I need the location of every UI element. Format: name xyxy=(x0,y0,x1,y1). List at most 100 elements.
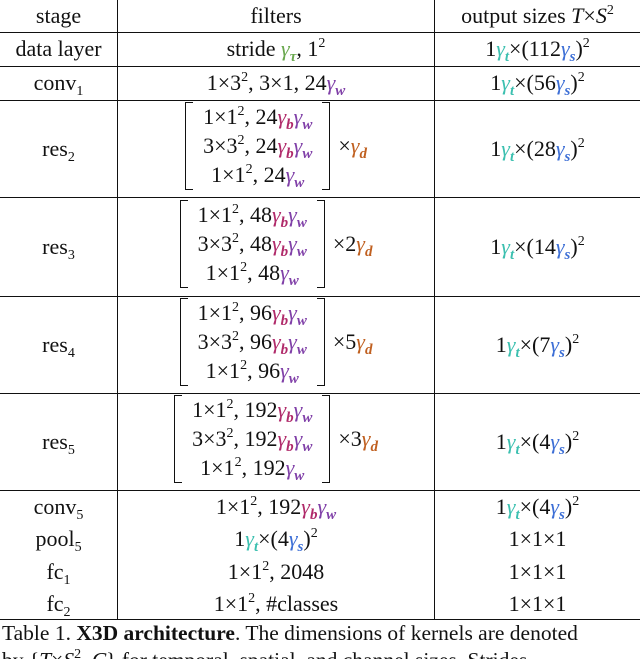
text-run: 1 xyxy=(490,135,502,161)
symbol-subscript: b xyxy=(280,215,289,232)
text-run: ×(4 xyxy=(519,493,551,519)
text-run: 2 xyxy=(74,647,82,659)
output-cell: 1γt×(4γs)2 xyxy=(435,490,640,523)
text-run: 2 xyxy=(572,428,580,444)
residual-block: 1×12, 48γbγw 3×32, 48γbγw 1×12, 48γw ×2γd xyxy=(179,199,373,289)
output-cell: 1γt×(112γs)2 xyxy=(434,32,640,67)
text-run: conv xyxy=(33,493,77,519)
symbol: γ xyxy=(288,525,298,551)
symbol: γ xyxy=(285,455,295,481)
block-lines: 1×12, 24γbγw 3×32, 24γbγw 1×12, 24γw xyxy=(203,102,312,192)
symbol: γ xyxy=(293,426,303,452)
symbol: γ xyxy=(277,426,287,452)
text-run: 1×1 xyxy=(192,397,227,423)
filters-cell: stride γτ, 12 xyxy=(117,32,435,67)
symbol-subscript: w xyxy=(302,439,313,456)
filters-cell: 1×12, 48γbγw 3×32, 48γbγw 1×12, 48γw ×2γd xyxy=(117,197,435,297)
text-run: ×(56 xyxy=(514,70,556,96)
symbol: γ xyxy=(293,397,303,423)
text-run: 3×3 xyxy=(197,329,232,355)
text-run: 5 xyxy=(74,539,82,555)
symbol-subscript: w xyxy=(326,506,337,523)
symbol-subscript: w xyxy=(296,215,307,232)
symbol: γ xyxy=(506,331,516,357)
text-run: T xyxy=(571,3,584,29)
block-lines: 1×12, 48γbγw 3×32, 48γbγw 1×12, 48γw xyxy=(197,200,307,289)
block-multiplier: ×2γd xyxy=(333,231,373,260)
text-run: 1×1 xyxy=(197,202,232,228)
symbol: γ xyxy=(271,300,281,326)
text-run: ) xyxy=(570,233,578,259)
text-run: 2 xyxy=(231,300,239,316)
symbol-subscript: w xyxy=(294,175,305,192)
text-run: 1×3 xyxy=(206,70,242,96)
symbol-subscript: b xyxy=(286,117,294,134)
text-run: ×(7 xyxy=(519,331,551,357)
symbol-subscript: b xyxy=(286,146,294,163)
symbol-subscript: s xyxy=(559,344,565,361)
text-run: , 96 xyxy=(247,358,281,384)
symbol-subscript: t xyxy=(509,246,515,263)
text-run: ×(4 xyxy=(519,428,551,454)
text-run: 2 xyxy=(572,331,580,347)
table-row: res2 1×12, 24γbγw 3×32, 24γbγw 1×12, 24γw ×γ… xyxy=(0,100,640,198)
text-run: ×5 xyxy=(332,329,357,355)
symbol-subscript: s xyxy=(559,441,565,458)
text-run: 2 xyxy=(67,149,75,165)
text-run: , 192 xyxy=(241,455,286,481)
symbol-subscript: t xyxy=(509,148,515,165)
symbol: γ xyxy=(550,428,560,454)
text-run: , 24 xyxy=(244,104,278,130)
text-run: Table 1. xyxy=(2,621,77,645)
text-run: 2 xyxy=(577,70,585,86)
residual-block: 1×12, 192γbγw 3×32, 192γbγw 1×12, 192γw ×3γ… xyxy=(174,394,378,484)
symbol-subscript: b xyxy=(280,342,289,359)
symbol: γ xyxy=(277,104,287,130)
symbol: γ xyxy=(550,493,560,519)
text-run: , 24 xyxy=(244,133,278,159)
text-run: 2 xyxy=(577,233,585,249)
caption: Table 1. X3D architecture. The dimension… xyxy=(2,620,640,659)
symbol-subscript: b xyxy=(286,410,294,427)
text-run: ) xyxy=(564,331,573,357)
text-run: ×(4 xyxy=(258,525,289,551)
right-bracket xyxy=(322,394,331,483)
text-run: 2 xyxy=(250,493,258,509)
text-run: 1 xyxy=(495,428,507,454)
text-run: ×(14 xyxy=(514,233,556,259)
filters-cell: 1γt×(4γs)2 xyxy=(117,522,435,555)
text-run: 2 xyxy=(245,162,253,178)
header-cell: filters xyxy=(117,0,435,33)
symbol: γ xyxy=(288,202,297,228)
symbol-subscript: s xyxy=(297,538,304,555)
residual-block: 1×12, 96γbγw 3×32, 96γbγw 1×12, 96γw ×5γd xyxy=(179,297,373,388)
table-row: res3 1×12, 48γbγw 3×32, 48γbγw 1×12, 48γw ×2… xyxy=(0,197,640,297)
output-cell: 1γt×(14γs)2 xyxy=(434,197,640,297)
filters-cell: 1×32, 3×1, 24γw xyxy=(117,66,435,101)
symbol: γ xyxy=(350,133,360,159)
table-row: conv1 1×32, 3×1, 24γw 1γt×(56γs)2 xyxy=(0,66,640,101)
stage-cell: res4 xyxy=(0,296,118,394)
residual-block: 1×12, 24γbγw 3×32, 24γbγw 1×12, 24γw ×γd xyxy=(185,101,367,192)
output-cell: 1×1×1 xyxy=(435,522,640,555)
header-cell: output sizes T×S2 xyxy=(434,0,640,33)
symbol-subscript: d xyxy=(359,146,367,163)
symbol: γ xyxy=(506,493,516,519)
symbol-subscript: w xyxy=(288,371,299,388)
text-run: , 192 xyxy=(233,397,278,423)
text-run: . The dimensions of kernels are denoted xyxy=(234,621,578,645)
text-run: 1×1×1 xyxy=(508,558,567,584)
block-multiplier: ×5γd xyxy=(332,329,373,358)
text-run: × xyxy=(338,133,351,159)
text-run: 2 xyxy=(231,329,239,345)
text-run: pool xyxy=(35,525,75,551)
header-cell: stage xyxy=(0,0,118,33)
symbol-subscript: s xyxy=(569,49,576,66)
text-run: C xyxy=(92,648,106,659)
symbol-subscript: t xyxy=(504,49,510,66)
text-run: ×(112 xyxy=(509,36,561,62)
block-line: 3×32, 24γbγw xyxy=(203,131,312,163)
text-run: res xyxy=(42,135,68,161)
text-run: output sizes xyxy=(461,3,572,29)
text-run: ×(28 xyxy=(514,135,556,161)
